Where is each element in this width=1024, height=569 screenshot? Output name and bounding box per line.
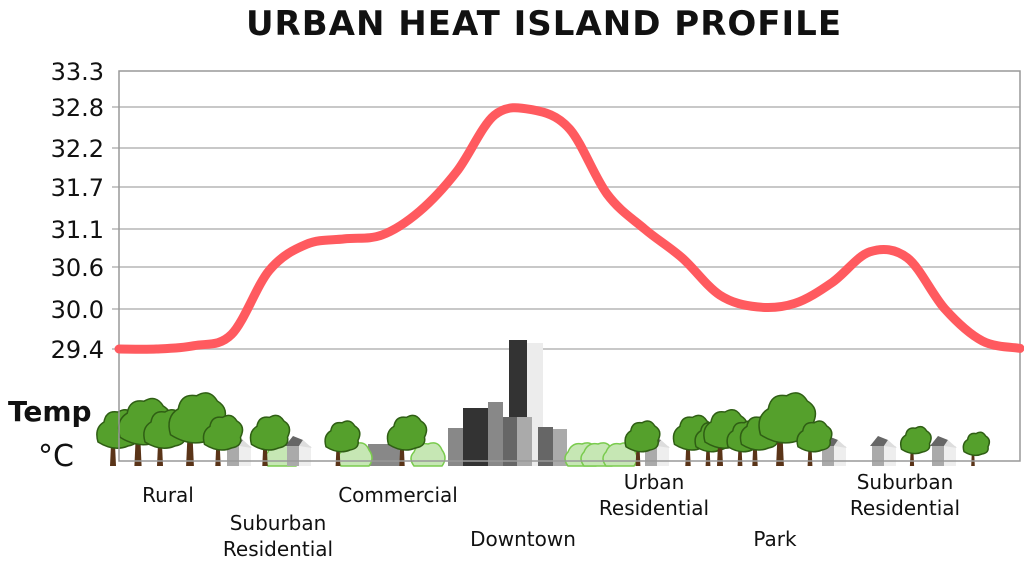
- y-tick-label: 33.3: [51, 58, 104, 86]
- y-tick-label: 30.0: [51, 296, 104, 324]
- building: [488, 402, 503, 466]
- tree-icon: [962, 431, 991, 466]
- y-axis-ticks: 33.3 32.8 32.2 31.7 31.1 30.6 30.0 29.4: [51, 58, 104, 364]
- gridlines: [112, 106, 1020, 350]
- y-axis-label: Temp: [8, 395, 92, 428]
- temperature-line: [114, 103, 1024, 354]
- tree-icon: [758, 392, 817, 466]
- y-tick-label: 30.6: [51, 254, 104, 282]
- zone-label: Residential: [599, 496, 709, 520]
- tree-icon: [899, 425, 932, 466]
- y-tick-label: 31.7: [51, 174, 104, 202]
- y-tick-label: 29.4: [51, 336, 104, 364]
- zone-label: Urban: [624, 470, 685, 494]
- zone-label: Park: [753, 527, 797, 551]
- y-axis-unit: °C: [38, 439, 74, 474]
- building: [463, 408, 489, 466]
- y-tick-label: 31.1: [51, 216, 104, 244]
- zone-label: Residential: [223, 537, 333, 561]
- bush-icon: [410, 442, 446, 467]
- zone-label: Suburban: [857, 470, 954, 494]
- zone-label: Rural: [142, 483, 194, 507]
- building: [538, 427, 553, 466]
- chart-title: URBAN HEAT ISLAND PROFILE: [246, 4, 842, 44]
- plot-frame: [118, 70, 1021, 462]
- building: [448, 428, 464, 466]
- y-tick-label: 32.2: [51, 135, 104, 163]
- y-tick-label: 32.8: [51, 94, 104, 122]
- zone-labels: RuralSuburbanResidentialCommercialDownto…: [142, 470, 960, 561]
- city-skyline-illustration: [96, 340, 991, 467]
- zone-label: Commercial: [338, 483, 458, 507]
- building: [517, 417, 532, 466]
- building: [553, 429, 567, 466]
- building: [503, 417, 518, 466]
- zone-label: Downtown: [470, 527, 576, 551]
- zone-label: Residential: [850, 496, 960, 520]
- zone-label: Suburban: [230, 511, 327, 535]
